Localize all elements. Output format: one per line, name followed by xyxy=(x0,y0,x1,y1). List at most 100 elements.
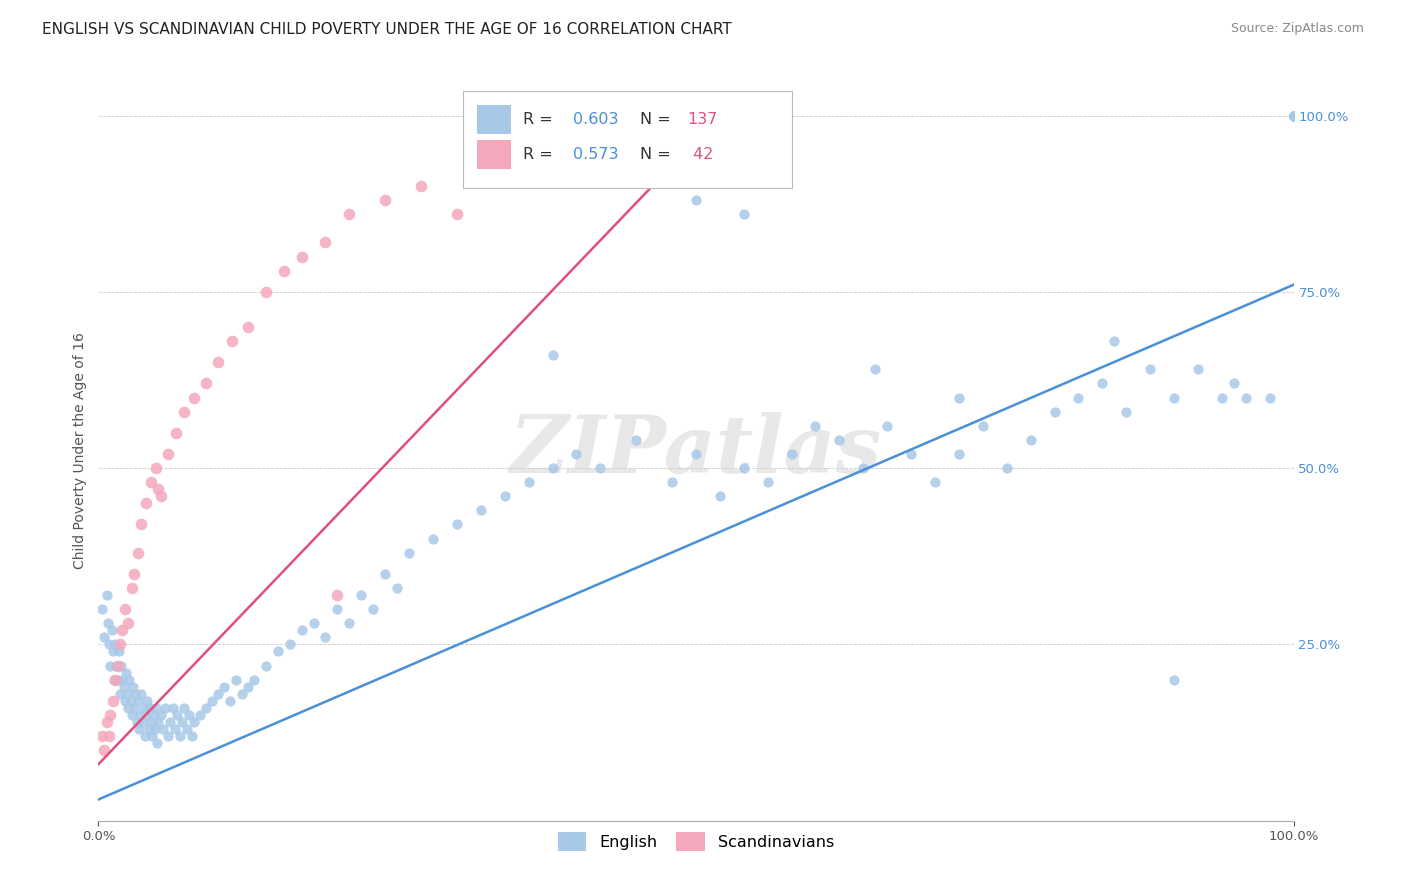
Point xyxy=(1282,109,1305,123)
Point xyxy=(139,475,162,490)
Point xyxy=(155,701,177,715)
Point xyxy=(104,637,127,651)
Point xyxy=(350,588,373,602)
Point xyxy=(173,405,195,419)
Text: R =: R = xyxy=(523,147,558,161)
Point xyxy=(1282,109,1305,123)
Point xyxy=(422,532,444,546)
Point xyxy=(900,447,922,461)
Point xyxy=(291,624,314,638)
Point xyxy=(149,707,172,722)
Point xyxy=(1282,109,1305,123)
Point xyxy=(565,447,588,461)
Point xyxy=(517,475,540,490)
Point xyxy=(924,475,946,490)
Point xyxy=(1282,109,1305,123)
Point xyxy=(183,714,205,729)
Point xyxy=(152,722,174,736)
Point xyxy=(733,207,755,221)
Point xyxy=(101,644,124,658)
Point xyxy=(995,461,1018,475)
Point xyxy=(128,722,150,736)
Point xyxy=(173,701,195,715)
Text: R =: R = xyxy=(523,112,558,127)
Point xyxy=(104,673,127,687)
Point xyxy=(108,687,131,701)
Point xyxy=(1163,673,1185,687)
Point xyxy=(315,630,337,644)
Point xyxy=(120,694,142,708)
Point xyxy=(179,707,201,722)
Point xyxy=(589,136,612,151)
Point xyxy=(115,687,138,701)
Point xyxy=(135,496,157,510)
Point xyxy=(273,263,295,277)
Point xyxy=(98,707,122,722)
Point xyxy=(114,602,136,616)
Point xyxy=(114,694,136,708)
Point xyxy=(112,680,135,694)
Point xyxy=(131,714,153,729)
Text: N =: N = xyxy=(640,147,676,161)
Point xyxy=(148,714,170,729)
Point xyxy=(385,581,409,595)
Point xyxy=(93,743,115,757)
Point xyxy=(446,517,468,532)
Point xyxy=(108,637,131,651)
Point xyxy=(243,673,266,687)
Point xyxy=(212,680,235,694)
Point xyxy=(363,602,385,616)
Point xyxy=(107,673,129,687)
Point xyxy=(236,320,259,334)
Point xyxy=(135,707,157,722)
Point xyxy=(91,602,114,616)
Point xyxy=(110,658,132,673)
Point xyxy=(201,694,224,708)
FancyBboxPatch shape xyxy=(463,91,792,187)
Point xyxy=(98,658,122,673)
Point xyxy=(1211,391,1233,405)
Legend: English, Scandinavians: English, Scandinavians xyxy=(551,826,841,857)
Point xyxy=(118,673,141,687)
Point xyxy=(1139,362,1161,376)
Point xyxy=(98,729,121,743)
Point xyxy=(124,701,146,715)
Point xyxy=(207,687,229,701)
Point xyxy=(96,714,118,729)
Point xyxy=(446,207,468,221)
Point xyxy=(1282,109,1305,123)
Point xyxy=(127,546,149,560)
Point xyxy=(131,687,153,701)
Point xyxy=(180,729,202,743)
Point xyxy=(1282,109,1305,123)
Point xyxy=(122,680,145,694)
Point xyxy=(125,714,148,729)
Point xyxy=(124,566,146,581)
Text: Source: ZipAtlas.com: Source: ZipAtlas.com xyxy=(1230,22,1364,36)
Point xyxy=(139,701,162,715)
Point xyxy=(162,701,184,715)
Point xyxy=(637,144,659,158)
Point xyxy=(163,722,186,736)
Point xyxy=(470,503,492,517)
Point xyxy=(111,673,134,687)
Point xyxy=(176,722,198,736)
Point xyxy=(145,701,167,715)
Point xyxy=(156,447,179,461)
Point xyxy=(1163,391,1185,405)
Text: 42: 42 xyxy=(688,147,713,161)
Point xyxy=(865,362,887,376)
Point xyxy=(134,729,156,743)
Point xyxy=(207,355,229,369)
Point xyxy=(145,461,167,475)
Point xyxy=(159,714,181,729)
Point xyxy=(146,736,169,750)
Point xyxy=(972,418,994,433)
Point xyxy=(411,179,433,194)
Point xyxy=(852,461,875,475)
Point xyxy=(302,616,325,631)
Point xyxy=(107,644,129,658)
Point xyxy=(1234,391,1257,405)
Point xyxy=(291,250,314,264)
Point xyxy=(541,144,564,158)
